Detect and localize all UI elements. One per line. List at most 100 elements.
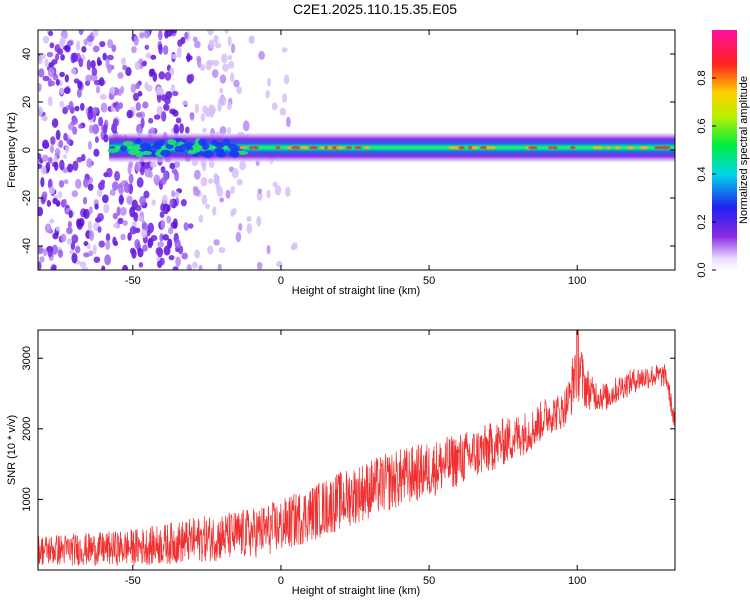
spectrogram-noise-cell <box>44 223 52 234</box>
snr-plot-area <box>38 330 675 566</box>
spectrogram-noise-cell <box>77 80 83 90</box>
spectrogram-noise-cell <box>103 123 108 135</box>
spectrogram-noise-cell <box>59 71 65 78</box>
spectrogram-band-core <box>252 146 259 150</box>
spectrogram-noise-cell <box>133 35 139 46</box>
spectrogram-noise-cell <box>93 148 100 157</box>
spectrogram-noise-cell <box>111 44 117 53</box>
spectrogram-noise-cell <box>170 84 176 94</box>
spectrogram-noise-cell <box>160 177 167 185</box>
spectrogram-y-tick-label: -20 <box>21 190 33 206</box>
spectrogram-noise-cell <box>94 203 99 210</box>
spectrogram-noise-cell <box>204 107 212 118</box>
spectrogram-noise-cell <box>88 250 94 257</box>
spectrogram-y-tick-label: 40 <box>21 48 33 60</box>
spectrogram-noise-cell <box>246 223 253 234</box>
spectrogram-band-core <box>458 146 465 150</box>
spectrogram-x-tick-label: -50 <box>125 275 141 287</box>
spectrogram-noise-cell <box>134 238 141 249</box>
spectrogram-x-label: Height of straight line (km) <box>292 285 420 297</box>
spectrogram-noise-cell <box>279 107 287 116</box>
spectrogram-noise-cell <box>213 34 219 44</box>
spectrogram-noise-cell <box>231 167 239 179</box>
spectrogram-noise-cell <box>140 117 145 128</box>
spectrogram-noise-cell <box>94 136 99 143</box>
colorbar-tick-label: 0.4 <box>696 166 708 181</box>
spectrogram-band-core <box>605 146 611 150</box>
spectrogram-noise-cell <box>38 246 44 255</box>
spectrogram-noise-cell <box>60 54 65 61</box>
spectrogram-noise-cell <box>267 77 272 87</box>
spectrogram-noise-cell <box>173 161 181 168</box>
spectrogram-x-ticks: -50 0 50 100 <box>125 30 586 287</box>
spectrogram-band-blob <box>122 140 134 147</box>
spectrogram-band-blob <box>170 139 177 146</box>
spectrogram-noise-cell <box>67 163 74 173</box>
spectrogram-noise-cell <box>46 51 54 58</box>
spectrogram-noise-cell <box>71 234 79 244</box>
spectrogram-noise-cell <box>165 90 173 100</box>
spectrogram-noise-cell <box>184 31 189 40</box>
spectrogram-noise-cell <box>208 39 215 49</box>
spectrogram-band-core <box>335 146 345 150</box>
spectrogram-noise-cell <box>68 210 73 219</box>
spectrogram-noise-cell <box>98 240 106 248</box>
spectrogram-panel: -50 0 50 100 -40 -20 0 20 40 Height of straight… <box>6 29 676 297</box>
spectrogram-band-core <box>354 146 362 150</box>
spectrogram-noise-cell <box>212 206 217 216</box>
spectrogram-noise-cell <box>120 85 125 94</box>
spectrogram-noise-cell <box>160 219 166 230</box>
spectrogram-noise-cell <box>52 161 58 168</box>
spectrogram-y-label: Frequency (Hz) <box>6 112 18 188</box>
spectrogram-noise-cell <box>79 261 87 268</box>
spectrogram-noise-cell <box>119 206 127 216</box>
spectrogram-noise-cell <box>82 196 88 205</box>
spectrogram-noise-cell <box>163 245 171 256</box>
spectrogram-noise-cell <box>171 190 176 198</box>
spectrogram-noise-cell <box>81 266 89 270</box>
snr-y-tick-label: 1000 <box>21 487 33 511</box>
spectrogram-noise-cell <box>228 60 235 69</box>
spectrogram-noise-cell <box>87 220 93 232</box>
spectrogram-noise-cell <box>57 191 63 199</box>
spectrogram-noise-cell <box>219 87 224 94</box>
spectrogram-noise-cell <box>83 252 90 258</box>
spectrogram-noise-cell <box>51 244 58 255</box>
spectrogram-noise-cell <box>215 182 221 191</box>
spectrogram-noise-cell <box>172 90 179 97</box>
snr-x-tick-label: 100 <box>568 575 586 587</box>
spectrogram-noise-cell <box>222 63 230 72</box>
spectrogram-noise-cell <box>87 183 94 191</box>
spectrogram-noise-cell <box>55 129 61 141</box>
spectrogram-noise-cell <box>48 218 55 224</box>
spectrogram-noise-cell <box>187 223 194 229</box>
spectrogram-noise-cell <box>159 211 165 219</box>
spectrogram-noise-cell <box>47 67 55 78</box>
snr-x-tick-label: 50 <box>423 575 435 587</box>
snr-y-tick-label: 3000 <box>21 346 33 370</box>
spectrogram-noise-cell <box>186 264 192 270</box>
spectrogram-noise-cell <box>118 194 124 206</box>
spectrogram-band-blob <box>120 145 128 152</box>
spectrogram-noise-cell <box>285 116 291 128</box>
spectrogram-band-core <box>454 146 461 150</box>
spectrogram-noise-cell <box>55 78 60 86</box>
spectrogram-noise-cell <box>39 256 45 263</box>
spectrogram-noise-cell <box>86 158 93 168</box>
spectrogram-noise-cell <box>63 179 69 185</box>
spectrogram-noise-cell <box>145 52 152 59</box>
spectrogram-band-core <box>489 146 496 150</box>
spectrogram-noise-cell <box>141 229 148 239</box>
spectrogram-noise-cell <box>266 189 271 199</box>
snr-y-ticks: 1000 2000 3000 <box>21 346 675 512</box>
spectrogram-noise-cell <box>120 233 126 241</box>
spectrogram-band-blob <box>222 138 231 146</box>
spectrogram-noise-cell <box>207 245 214 255</box>
spectrogram-noise-cell <box>194 40 201 49</box>
spectrogram-noise-cell <box>271 102 278 111</box>
snr-y-label: SNR (10 * v/v) <box>6 415 18 485</box>
spectrogram-noise-cell <box>99 41 106 48</box>
spectrogram-noise-cell <box>157 241 165 248</box>
spectrogram-band-blob <box>202 150 214 158</box>
